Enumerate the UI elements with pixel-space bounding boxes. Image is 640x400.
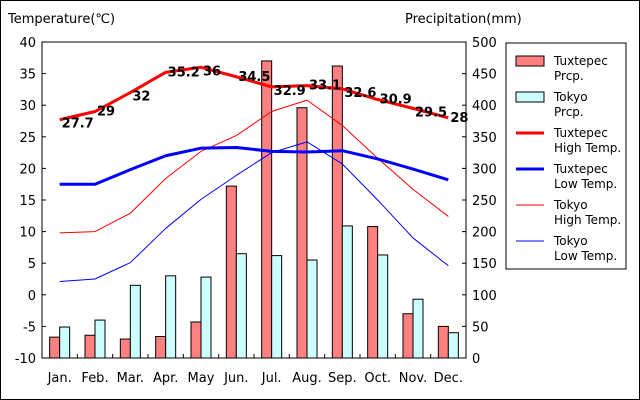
right-axis-tick-label: 150 xyxy=(472,257,497,272)
x-axis-tick-label: Apr. xyxy=(153,371,178,386)
high-temp-data-label: 34.5 xyxy=(238,70,270,85)
x-axis-tick-label: Mar. xyxy=(117,371,144,386)
x-axis-tick-label: Sep. xyxy=(328,371,357,386)
legend-label: Low Temp. xyxy=(554,249,617,263)
tokyo-precip-bar xyxy=(447,332,459,359)
high-temp-data-label: 32 xyxy=(132,90,150,105)
legend-label: Tuxtepec xyxy=(553,126,608,140)
high-temp-data-label: 36 xyxy=(203,64,221,79)
left-axis-tick-label: -10 xyxy=(15,352,36,367)
x-axis-tick-label: May xyxy=(188,371,215,386)
x-axis-tick-label: Jan. xyxy=(47,371,72,386)
tokyo-precip-bar xyxy=(235,253,247,359)
tokyo-precip-bar xyxy=(341,225,353,359)
legend-label: Prcp. xyxy=(554,105,584,119)
high-temp-data-label: 35.2 xyxy=(168,65,200,80)
x-axis-tick-label: Jul. xyxy=(261,371,282,386)
legend-label: Tokyo xyxy=(553,198,588,212)
right-axis-tick-label: 250 xyxy=(472,194,497,209)
tuxtepec-precip-bar xyxy=(155,336,167,359)
left-axis-tick-label: 30 xyxy=(19,99,36,114)
left-axis-tick-label: 20 xyxy=(19,162,36,177)
tokyo-precip-bar xyxy=(94,319,106,359)
plot-area xyxy=(41,41,467,359)
right-axis-tick-label: 100 xyxy=(472,289,497,304)
high-temp-data-label: 32.9 xyxy=(274,84,306,99)
tuxtepec-precip-bar xyxy=(296,107,308,359)
tuxtepec-precip-bar xyxy=(402,313,414,359)
tuxtepec-precip-bar xyxy=(261,60,273,359)
left-axis-tick-label: -5 xyxy=(23,320,36,335)
left-axis-tick-label: 40 xyxy=(19,36,36,51)
left-axis-tick-label: 35 xyxy=(19,68,36,83)
left-axis-tick-label: 5 xyxy=(28,257,36,272)
tokyo-precip-bar xyxy=(377,254,389,359)
legend-label: Prcp. xyxy=(554,69,584,83)
tokyo-precip-bar xyxy=(412,298,424,359)
tuxtepec-precip-bar xyxy=(437,325,449,359)
tokyo-precip-bar xyxy=(200,276,212,359)
legend-label: Tuxtepec xyxy=(553,162,608,176)
legend-tokyo-precip-swatch xyxy=(515,91,545,103)
tuxtepec-low-temp-line xyxy=(59,146,449,186)
tuxtepec-precip-bar xyxy=(49,336,61,359)
high-temp-data-label: 27.7 xyxy=(62,117,94,132)
right-axis-tick-label: 300 xyxy=(472,162,497,177)
x-axis-tick-label: Aug. xyxy=(292,371,322,386)
right-axis-tick-label: 500 xyxy=(472,36,497,51)
high-temp-data-label: 32.6 xyxy=(344,86,376,101)
legend-label: Tuxtepec xyxy=(553,54,608,68)
right-axis-tick-label: 0 xyxy=(472,352,480,367)
right-axis-tick-label: 400 xyxy=(472,99,497,114)
left-axis-title: Temperature(℃) xyxy=(8,12,116,27)
high-temp-data-label: 29.5 xyxy=(415,105,447,120)
right-axis-title: Precipitation(mm) xyxy=(405,12,522,27)
tokyo-precip-bar xyxy=(129,284,141,359)
high-temp-data-label: 29 xyxy=(97,105,115,120)
x-axis-tick-label: Nov. xyxy=(399,371,428,386)
x-axis-tick-label: Dec. xyxy=(434,371,463,386)
right-axis-tick-label: 200 xyxy=(472,226,497,241)
legend-box xyxy=(505,42,627,270)
legend-label: Low Temp. xyxy=(554,177,617,191)
high-temp-data-label: 28 xyxy=(450,111,468,126)
tokyo-low-temp-line xyxy=(59,141,449,283)
legend-tuxtepec-precip-swatch xyxy=(515,55,545,67)
tokyo-precip-bar xyxy=(271,255,283,359)
x-axis-tick-label: Jun. xyxy=(223,371,248,386)
legend-label: High Temp. xyxy=(554,141,621,155)
tuxtepec-precip-bar xyxy=(367,226,379,359)
left-axis-tick-label: 15 xyxy=(19,194,36,209)
tuxtepec-precip-bar xyxy=(119,338,131,359)
x-axis-tick-label: Feb. xyxy=(81,371,108,386)
right-axis-tick-label: 450 xyxy=(472,68,497,83)
high-temp-data-label: 30.9 xyxy=(380,93,412,108)
tokyo-precip-bar xyxy=(165,275,177,359)
tuxtepec-precip-bar xyxy=(225,185,237,359)
high-temp-data-label: 33.1 xyxy=(309,79,341,94)
x-axis-tick-label: Oct. xyxy=(364,371,391,386)
tokyo-precip-bar xyxy=(306,259,318,359)
right-axis-tick-label: 350 xyxy=(472,131,497,146)
tuxtepec-precip-bar xyxy=(84,334,96,359)
tokyo-precip-bar xyxy=(59,326,71,359)
tuxtepec-precip-bar xyxy=(190,321,202,359)
tokyo-high-temp-line xyxy=(59,99,449,234)
legend-label: Tokyo xyxy=(553,234,588,248)
legend-label: High Temp. xyxy=(554,213,621,227)
tuxtepec-precip-bar xyxy=(331,65,343,359)
left-axis-tick-label: 25 xyxy=(19,131,36,146)
tuxtepec-high-temp-line xyxy=(59,65,449,122)
right-axis-tick-label: 50 xyxy=(472,320,489,335)
left-axis-tick-label: 10 xyxy=(19,226,36,241)
left-axis-tick-label: 0 xyxy=(28,289,36,304)
legend-label: Tokyo xyxy=(553,90,588,104)
